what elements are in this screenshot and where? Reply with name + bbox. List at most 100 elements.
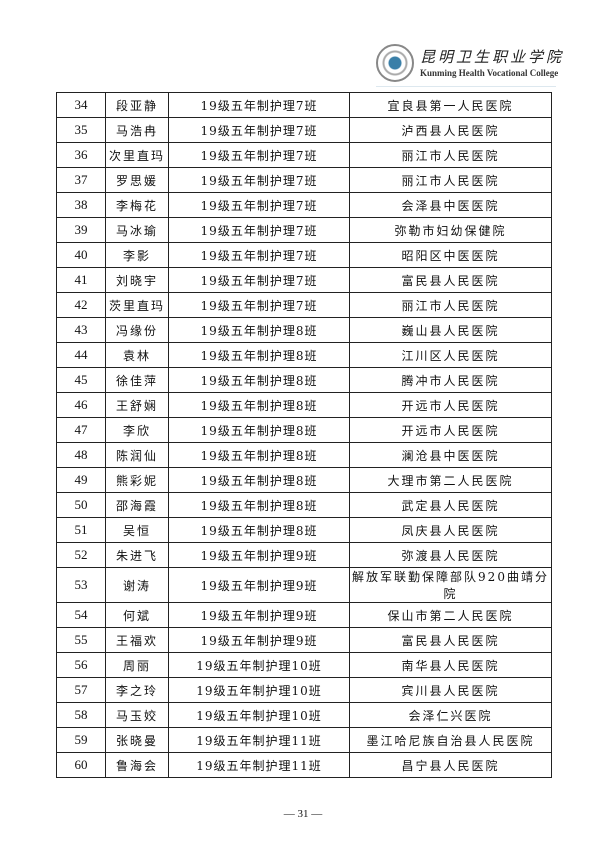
- row-number: 36: [56, 142, 106, 168]
- row-number: 55: [56, 627, 106, 653]
- class-name: 19级五年制护理8班: [168, 467, 350, 493]
- hospital-name: 会泽仁兴医院: [349, 702, 552, 728]
- student-name: 冯缘份: [105, 317, 169, 343]
- student-name: 熊彩妮: [105, 467, 169, 493]
- row-number: 60: [56, 752, 106, 778]
- table-row: 45 徐佳萍 19级五年制护理8班 腾冲市人民医院: [56, 367, 552, 393]
- row-number: 59: [56, 727, 106, 753]
- hospital-name: 丽江市人民医院: [349, 292, 552, 318]
- row-number: 56: [56, 652, 106, 678]
- class-name: 19级五年制护理8班: [168, 317, 350, 343]
- row-number: 58: [56, 702, 106, 728]
- hospital-name: 江川区人民医院: [349, 342, 552, 368]
- table-row: 54 何斌 19级五年制护理9班 保山市第二人民医院: [56, 602, 552, 628]
- student-name: 周丽: [105, 652, 169, 678]
- student-name: 陈润仙: [105, 442, 169, 468]
- class-name: 19级五年制护理7班: [168, 192, 350, 218]
- table-row: 56 周丽 19级五年制护理10班 南华县人民医院: [56, 652, 552, 678]
- hospital-name: 丽江市人民医院: [349, 167, 552, 193]
- table-row: 60 鲁海会 19级五年制护理11班 昌宁县人民医院: [56, 752, 552, 778]
- table-row: 36 次里直玛 19级五年制护理7班 丽江市人民医院: [56, 142, 552, 168]
- row-number: 45: [56, 367, 106, 393]
- row-number: 48: [56, 442, 106, 468]
- table-row: 35 马浩冉 19级五年制护理7班 泸西县人民医院: [56, 117, 552, 143]
- hospital-name: 凤庆县人民医院: [349, 517, 552, 543]
- student-name: 谢涛: [105, 567, 169, 603]
- class-name: 19级五年制护理8班: [168, 517, 350, 543]
- student-name: 朱进飞: [105, 542, 169, 568]
- class-name: 19级五年制护理8班: [168, 367, 350, 393]
- table-row: 41 刘晓宇 19级五年制护理7班 富民县人民医院: [56, 267, 552, 293]
- row-number: 43: [56, 317, 106, 343]
- table-row: 53 谢涛 19级五年制护理9班 解放军联勤保障部队920曲靖分院: [56, 567, 552, 603]
- student-name: 马冰瑜: [105, 217, 169, 243]
- hospital-name: 宾川县人民医院: [349, 677, 552, 703]
- class-name: 19级五年制护理7班: [168, 242, 350, 268]
- table-row: 38 李梅花 19级五年制护理7班 会泽县中医医院: [56, 192, 552, 218]
- row-number: 46: [56, 392, 106, 418]
- class-name: 19级五年制护理10班: [168, 677, 350, 703]
- class-name: 19级五年制护理8班: [168, 417, 350, 443]
- row-number: 54: [56, 602, 106, 628]
- row-number: 52: [56, 542, 106, 568]
- hospital-name: 解放军联勤保障部队920曲靖分院: [349, 567, 552, 603]
- student-name: 徐佳萍: [105, 367, 169, 393]
- student-name: 茨里直玛: [105, 292, 169, 318]
- row-number: 57: [56, 677, 106, 703]
- hospital-name: 昌宁县人民医院: [349, 752, 552, 778]
- table-row: 46 王舒娴 19级五年制护理8班 开远市人民医院: [56, 392, 552, 418]
- class-name: 19级五年制护理11班: [168, 727, 350, 753]
- row-number: 37: [56, 167, 106, 193]
- student-placement-table: 34 段亚静 19级五年制护理7班 宜良县第一人民医院 35 马浩冉 19级五年制护理7班泸…: [56, 92, 552, 778]
- hospital-name: 富民县人民医院: [349, 627, 552, 653]
- student-name: 李之玲: [105, 677, 169, 703]
- student-name: 袁林: [105, 342, 169, 368]
- table-row: 43 冯缘份 19级五年制护理8班 巍山县人民医院: [56, 317, 552, 343]
- page-number: — 31 —: [283, 808, 323, 820]
- hospital-name: 弥渡县人民医院: [349, 542, 552, 568]
- class-name: 19级五年制护理9班: [168, 602, 350, 628]
- class-name: 19级五年制护理11班: [168, 752, 350, 778]
- class-name: 19级五年制护理7班: [168, 117, 350, 143]
- class-name: 19级五年制护理7班: [168, 217, 350, 243]
- row-number: 34: [56, 92, 106, 118]
- row-number: 41: [56, 267, 106, 293]
- table-row: 42 茨里直玛 19级五年制护理7班 丽江市人民医院: [56, 292, 552, 318]
- student-name: 次里直玛: [105, 142, 169, 168]
- row-number: 35: [56, 117, 106, 143]
- table-row: 44 袁林 19级五年制护理8班 江川区人民医院: [56, 342, 552, 368]
- hospital-name: 巍山县人民医院: [349, 317, 552, 343]
- hospital-name: 澜沧县中医医院: [349, 442, 552, 468]
- row-number: 49: [56, 467, 106, 493]
- class-name: 19级五年制护理8班: [168, 442, 350, 468]
- student-name: 段亚静: [105, 92, 169, 118]
- table-row: 57 李之玲 19级五年制护理10班 宾川县人民医院: [56, 677, 552, 703]
- class-name: 19级五年制护理9班: [168, 542, 350, 568]
- college-seal-icon: [376, 44, 414, 82]
- table-row: 40 李影 19级五年制护理7班 昭阳区中医医院: [56, 242, 552, 268]
- hospital-name: 会泽县中医医院: [349, 192, 552, 218]
- hospital-name: 墨江哈尼族自治县人民医院: [349, 727, 552, 753]
- student-name: 吴恒: [105, 517, 169, 543]
- table-row: 47 李欣 19级五年制护理8班 开远市人民医院: [56, 417, 552, 443]
- class-name: 19级五年制护理7班: [168, 142, 350, 168]
- class-name: 19级五年制护理10班: [168, 702, 350, 728]
- hospital-name: 富民县人民医院: [349, 267, 552, 293]
- class-name: 19级五年制护理8班: [168, 492, 350, 518]
- class-name: 19级五年制护理10班: [168, 652, 350, 678]
- table-row: 59 张晓曼 19级五年制护理11班 墨江哈尼族自治县人民医院: [56, 727, 552, 753]
- table-row: 50 邵海霞 19级五年制护理8班 武定县人民医院: [56, 492, 552, 518]
- row-number: 44: [56, 342, 106, 368]
- class-name: 19级五年制护理8班: [168, 342, 350, 368]
- row-number: 42: [56, 292, 106, 318]
- hospital-name: 保山市第二人民医院: [349, 602, 552, 628]
- student-name: 王福欢: [105, 627, 169, 653]
- row-number: 51: [56, 517, 106, 543]
- student-name: 马玉姣: [105, 702, 169, 728]
- row-number: 39: [56, 217, 106, 243]
- college-logo: 昆明卫生职业学院 Kunming Health Vocational Colle…: [376, 44, 566, 86]
- hospital-name: 大理市第二人民医院: [349, 467, 552, 493]
- class-name: 19级五年制护理7班: [168, 292, 350, 318]
- student-name: 李影: [105, 242, 169, 268]
